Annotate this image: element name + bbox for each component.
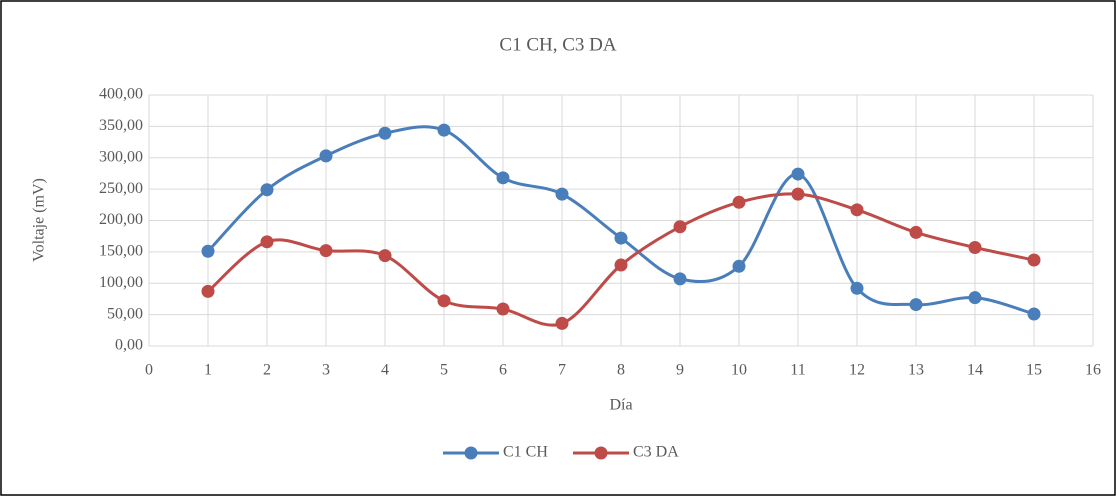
data-point — [319, 244, 333, 258]
data-point — [260, 183, 274, 197]
data-point — [1027, 307, 1041, 321]
data-point — [791, 187, 805, 201]
x-tick-label: 8 — [617, 362, 625, 379]
data-point — [673, 220, 687, 234]
y-tick-label: 300,00 — [99, 148, 143, 165]
data-point — [496, 302, 510, 316]
series-line — [207, 192, 1035, 327]
data-point — [791, 167, 805, 181]
data-point — [201, 244, 215, 258]
legend-marker — [464, 446, 478, 460]
chart-title: C1 CH, C3 DA — [499, 34, 616, 55]
x-tick-label: 2 — [263, 362, 271, 379]
legend-label: C1 CH — [503, 444, 548, 461]
data-point — [732, 259, 746, 273]
data-point — [614, 258, 628, 272]
data-point — [437, 123, 451, 137]
x-tick-label: 10 — [731, 362, 747, 379]
x-tick-label: 16 — [1085, 362, 1101, 379]
y-axis-label: Voltaje (mV) — [31, 178, 48, 262]
data-point — [378, 249, 392, 263]
series-line — [206, 125, 1035, 316]
data-point — [201, 284, 215, 298]
data-point — [555, 187, 569, 201]
data-point — [850, 281, 864, 295]
legend-marker — [594, 446, 608, 460]
data-point — [319, 149, 333, 163]
data-point — [378, 126, 392, 140]
data-point — [614, 231, 628, 245]
x-tick-label: 13 — [908, 362, 924, 379]
data-point — [260, 235, 274, 249]
y-tick-label: 250,00 — [99, 180, 143, 197]
y-tick-label: 200,00 — [99, 211, 143, 228]
data-point — [968, 240, 982, 254]
data-point — [555, 316, 569, 330]
x-tick-label: 11 — [790, 362, 805, 379]
data-point — [1027, 253, 1041, 267]
x-tick-label: 0 — [145, 362, 153, 379]
x-tick-label: 6 — [499, 362, 507, 379]
data-point — [673, 272, 687, 286]
data-point — [437, 294, 451, 308]
x-tick-label: 14 — [967, 362, 983, 379]
x-tick-label: 5 — [440, 362, 448, 379]
legend-label: C3 DA — [633, 444, 679, 461]
y-tick-label: 400,00 — [99, 86, 143, 103]
x-tick-label: 12 — [849, 362, 865, 379]
data-point — [496, 171, 510, 185]
x-tick-label: 9 — [676, 362, 684, 379]
data-point — [732, 195, 746, 209]
x-tick-label: 7 — [558, 362, 566, 379]
x-tick-label: 3 — [322, 362, 330, 379]
y-tick-label: 0,00 — [115, 337, 143, 354]
x-tick-label: 1 — [204, 362, 212, 379]
y-tick-label: 50,00 — [107, 305, 143, 322]
x-tick-label: 4 — [381, 362, 389, 379]
data-point — [968, 291, 982, 305]
x-axis-label: Día — [609, 397, 632, 414]
x-tick-label: 15 — [1026, 362, 1042, 379]
y-tick-label: 150,00 — [99, 243, 143, 260]
data-point — [909, 225, 923, 239]
data-point — [909, 298, 923, 312]
y-tick-label: 100,00 — [99, 274, 143, 291]
y-tick-label: 350,00 — [99, 117, 143, 134]
data-point — [850, 203, 864, 217]
